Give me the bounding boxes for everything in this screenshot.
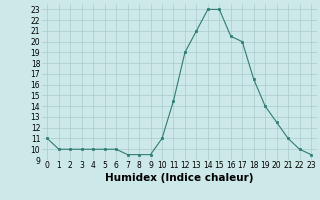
X-axis label: Humidex (Indice chaleur): Humidex (Indice chaleur) <box>105 173 253 183</box>
